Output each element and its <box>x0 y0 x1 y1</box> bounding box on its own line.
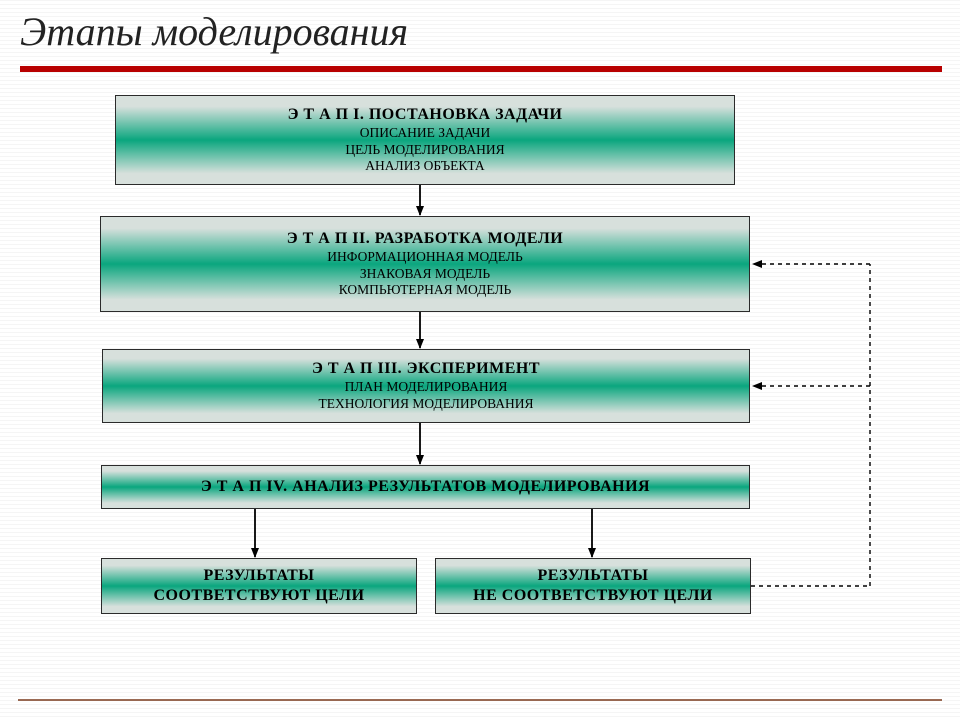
result-ok-line-0: РЕЗУЛЬТАТЫ <box>102 566 416 586</box>
page-title: Этапы моделирования <box>20 8 408 55</box>
stage-1-line-2: АНАЛИЗ ОБЪЕКТА <box>116 158 734 175</box>
stage-3-head: Э Т А П III. ЭКСПЕРИМЕНТ <box>103 359 749 379</box>
stage-2-head: Э Т А П II. РАЗРАБОТКА МОДЕЛИ <box>101 229 749 249</box>
stage-2-box: Э Т А П II. РАЗРАБОТКА МОДЕЛИ ИНФОРМАЦИО… <box>100 216 750 312</box>
stage-1-head: Э Т А П I. ПОСТАНОВКА ЗАДАЧИ <box>116 105 734 125</box>
stage-1-line-0: ОПИСАНИЕ ЗАДАЧИ <box>116 125 734 142</box>
slide: Этапы моделирования Э Т А П I. ПОСТАНОВК… <box>0 0 960 720</box>
result-ok-box: РЕЗУЛЬТАТЫ СООТВЕТСТВУЮТ ЦЕЛИ <box>101 558 417 614</box>
stage-1-line-1: ЦЕЛЬ МОДЕЛИРОВАНИЯ <box>116 142 734 159</box>
stage-4-box: Э Т А П IV. АНАЛИЗ РЕЗУЛЬТАТОВ МОДЕЛИРОВ… <box>101 465 750 509</box>
result-no-line-1: НЕ СООТВЕТСТВУЮТ ЦЕЛИ <box>436 586 750 606</box>
result-no-box: РЕЗУЛЬТАТЫ НЕ СООТВЕТСТВУЮТ ЦЕЛИ <box>435 558 751 614</box>
result-ok-line-1: СООТВЕТСТВУЮТ ЦЕЛИ <box>102 586 416 606</box>
stage-1-box: Э Т А П I. ПОСТАНОВКА ЗАДАЧИ ОПИСАНИЕ ЗА… <box>115 95 735 185</box>
stage-2-line-1: ЗНАКОВАЯ МОДЕЛЬ <box>101 266 749 283</box>
header-underline <box>20 66 942 72</box>
stage-2-line-0: ИНФОРМАЦИОННАЯ МОДЕЛЬ <box>101 249 749 266</box>
stage-3-line-0: ПЛАН МОДЕЛИРОВАНИЯ <box>103 379 749 396</box>
stage-3-line-1: ТЕХНОЛОГИЯ МОДЕЛИРОВАНИЯ <box>103 396 749 413</box>
stage-3-box: Э Т А П III. ЭКСПЕРИМЕНТ ПЛАН МОДЕЛИРОВА… <box>102 349 750 423</box>
result-no-line-0: РЕЗУЛЬТАТЫ <box>436 566 750 586</box>
stage-2-line-2: КОМПЬЮТЕРНАЯ МОДЕЛЬ <box>101 282 749 299</box>
stage-4-head: Э Т А П IV. АНАЛИЗ РЕЗУЛЬТАТОВ МОДЕЛИРОВ… <box>102 477 749 497</box>
